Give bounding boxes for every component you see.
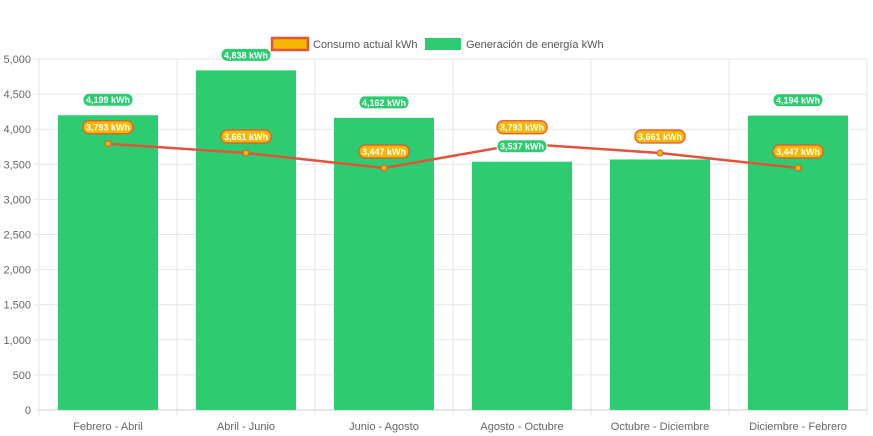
consumption-line bbox=[104, 140, 802, 172]
x-tick-label: Agosto - Octubre bbox=[480, 421, 563, 433]
generation-label: 4,838 kWh bbox=[224, 50, 268, 60]
y-tick-label: 4,000 bbox=[3, 124, 31, 136]
generation-label-badge bbox=[358, 95, 410, 110]
consumption-label-badge bbox=[82, 120, 134, 135]
consumption-point bbox=[242, 149, 250, 157]
legend-swatch-generacion bbox=[425, 38, 461, 50]
consumption-label: 3,661 kWh bbox=[638, 132, 682, 142]
y-axis: 0 500 1,000 1,500 2,000 2,500 3,000 3,500 4,000 4… bbox=[3, 54, 31, 417]
y-tick-label: 3,500 bbox=[3, 159, 31, 171]
legend-item-generacion[interactable]: Generación de energía kWh bbox=[425, 38, 604, 51]
consumption-label: 3,447 kWh bbox=[776, 147, 820, 157]
consumption-point bbox=[794, 164, 802, 172]
generation-label-badge bbox=[496, 139, 548, 154]
y-tick-label: 2,500 bbox=[3, 230, 31, 242]
generation-bar bbox=[472, 161, 572, 410]
y-tick-label: 5,000 bbox=[3, 54, 31, 66]
y-tick-label: 4,500 bbox=[3, 89, 31, 101]
consumption-label: 3,793 kWh bbox=[86, 123, 130, 133]
y-tick-label: 500 bbox=[13, 370, 31, 382]
y-tick-label: 1,500 bbox=[3, 300, 31, 312]
generation-label: 4,199 kWh bbox=[86, 95, 130, 105]
generation-label-badge bbox=[82, 92, 134, 107]
x-tick-label: Diciembre - Febrero bbox=[749, 421, 847, 433]
consumption-label: 3,447 kWh bbox=[362, 147, 406, 157]
generation-bar bbox=[58, 115, 158, 411]
legend-label-generacion: Generación de energía kWh bbox=[466, 39, 604, 51]
consumption-label-badge bbox=[496, 120, 548, 135]
x-tick-label: Abril - Junio bbox=[217, 421, 275, 433]
legend-item-consumo[interactable]: Consumo actual kWh bbox=[270, 36, 418, 52]
generation-label-badge bbox=[772, 93, 824, 108]
consumption-point bbox=[380, 164, 388, 172]
consumption-line-path bbox=[107, 142, 799, 170]
generation-label: 4,194 kWh bbox=[776, 96, 820, 106]
generation-bar bbox=[610, 159, 710, 410]
generation-label: 4,162 kWh bbox=[362, 98, 406, 108]
generation-label: 3,537 kWh bbox=[500, 142, 544, 152]
consumption-label: 3,793 kWh bbox=[500, 123, 544, 133]
consumption-label-badge bbox=[220, 129, 272, 144]
grid bbox=[34, 58, 868, 415]
generation-label-badge bbox=[220, 47, 272, 62]
x-tick-label: Febrero - Abril bbox=[73, 421, 143, 433]
consumption-label: 3,661 kWh bbox=[224, 132, 268, 142]
x-tick-label: Octubre - Diciembre bbox=[611, 421, 709, 433]
y-tick-label: 1,000 bbox=[3, 335, 31, 347]
y-tick-label: 2,000 bbox=[3, 265, 31, 277]
legend: Consumo actual kWh Generación de energía… bbox=[270, 36, 604, 52]
consumption-label-badge bbox=[634, 129, 686, 144]
x-tick-label: Junio - Agosto bbox=[349, 421, 419, 433]
consumption-label-badge bbox=[358, 144, 410, 159]
consumption-point bbox=[656, 149, 664, 157]
consumption-labels: 3,793 kWh 3,661 kWh 3,447 kWh 3,793 kWh 3,66… bbox=[82, 120, 824, 159]
x-axis: Febrero - Abril Abril - Junio Junio - Agos… bbox=[73, 421, 847, 433]
legend-swatch-consumo bbox=[270, 36, 310, 52]
consumption-point bbox=[104, 140, 112, 148]
consumption-label-badge bbox=[772, 144, 824, 159]
legend-label-consumo: Consumo actual kWh bbox=[313, 39, 418, 51]
generation-labels: 4,199 kWh 4,838 kWh 4,162 kWh 3,537 kWh 4,19… bbox=[82, 47, 824, 154]
generation-bar bbox=[196, 70, 296, 410]
y-tick-label: 3,000 bbox=[3, 194, 31, 206]
y-tick-label: 0 bbox=[25, 405, 31, 417]
generation-bar bbox=[748, 115, 848, 410]
